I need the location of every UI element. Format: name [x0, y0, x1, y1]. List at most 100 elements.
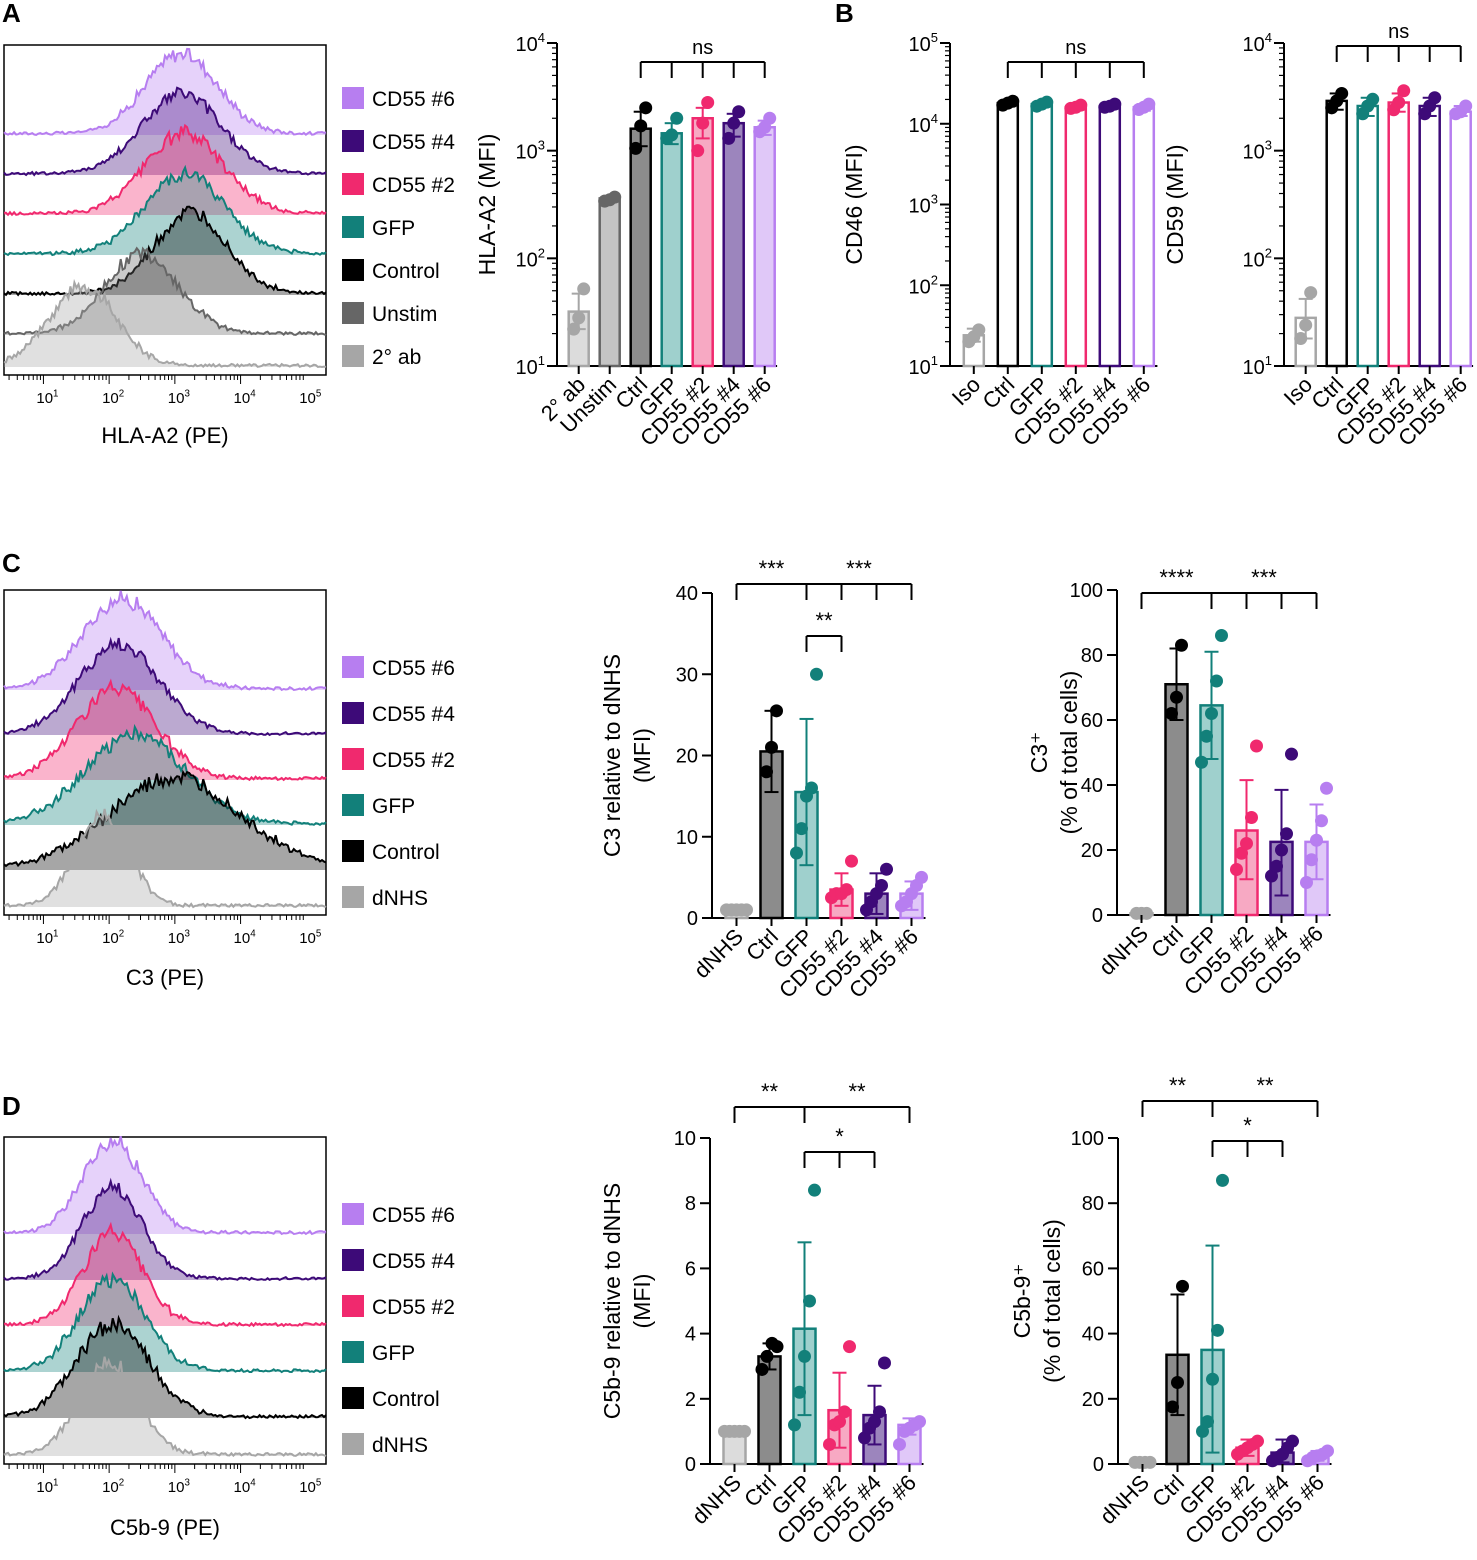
data-point — [722, 131, 736, 145]
legend-label: CD55 #4 — [372, 131, 455, 154]
hist-fill-5 — [4, 809, 326, 907]
legend-swatch — [342, 302, 364, 324]
data-point — [577, 282, 591, 296]
legend-swatch — [342, 130, 364, 152]
data-point — [1428, 91, 1442, 105]
hist-line-4 — [3, 769, 327, 868]
sig-label: ** — [1169, 1073, 1187, 1098]
bar — [1418, 104, 1441, 368]
y-axis-label-2: (MFI) — [629, 1274, 655, 1329]
y-tick-label: 40 — [676, 583, 698, 605]
panel-label-C: C — [2, 548, 21, 578]
data-point — [808, 1183, 821, 1197]
legend-swatch — [342, 216, 364, 238]
data-point — [1176, 1279, 1189, 1293]
legend-label: CD55 #2 — [372, 1296, 455, 1319]
data-point — [755, 1362, 769, 1376]
data-point — [880, 862, 893, 876]
x-tick-label: 105 — [299, 388, 322, 407]
data-point — [845, 854, 858, 868]
hist-fill-0 — [4, 48, 326, 135]
y-tick-label: 103 — [1243, 138, 1272, 164]
hist-fill-3 — [4, 1274, 326, 1372]
data-point — [790, 846, 803, 860]
data-point — [1143, 1455, 1157, 1469]
y-axis-label: C5b-9 relative to dNHS — [599, 1183, 625, 1420]
data-point — [868, 1415, 881, 1429]
legend-label: CD55 #6 — [372, 657, 455, 680]
legend-swatch — [342, 1295, 364, 1317]
hist-fill-1 — [4, 87, 326, 175]
x-tick-label: 103 — [168, 928, 190, 947]
data-point — [795, 822, 808, 836]
y-tick-label: 0 — [1093, 1454, 1104, 1476]
y-tick-label: 20 — [676, 746, 698, 768]
hist-line-4 — [3, 1314, 327, 1420]
data-point — [1285, 747, 1298, 761]
data-point — [1006, 94, 1020, 108]
data-point — [1321, 1444, 1334, 1458]
hist-line-3 — [3, 1271, 327, 1374]
sig-label: ** — [815, 608, 833, 633]
data-point — [1140, 906, 1153, 920]
data-point — [760, 765, 773, 779]
data-point — [696, 116, 710, 130]
x-tick-label: 103 — [168, 388, 190, 407]
sig-label: * — [835, 1124, 844, 1149]
data-point — [770, 1340, 784, 1354]
data-point — [639, 101, 653, 115]
y-axis-label: C3 relative to dNHS — [599, 654, 625, 857]
hist-fill-4 — [4, 1318, 326, 1418]
data-point — [838, 1405, 851, 1419]
x-tick-label: dNHS — [689, 924, 748, 983]
data-point — [1310, 833, 1323, 847]
x-tick-label: 104 — [234, 928, 257, 947]
y-tick-label: 0 — [1092, 905, 1103, 927]
legend-swatch — [342, 840, 364, 862]
data-point — [760, 1349, 774, 1363]
data-point — [798, 1349, 811, 1363]
hist-line-3 — [3, 723, 327, 826]
x-axis-label: C5b-9 (PE) — [110, 1515, 220, 1540]
data-point — [875, 879, 888, 892]
y-tick-label: 103 — [516, 138, 545, 164]
legend-label: dNHS — [372, 887, 428, 910]
data-point — [1040, 95, 1054, 109]
x-tick-label: dNHS — [687, 1470, 746, 1529]
data-point — [1299, 318, 1313, 332]
hist-line-2 — [4, 123, 327, 217]
data-point — [1286, 1434, 1299, 1448]
x-tick-label: 105 — [299, 928, 322, 947]
data-point — [1195, 755, 1208, 769]
bar — [598, 197, 621, 368]
hist-line-6 — [3, 278, 327, 369]
data-point — [1235, 846, 1248, 860]
bar — [1325, 99, 1348, 368]
bar — [1132, 106, 1156, 368]
legend-label: GFP — [372, 795, 415, 818]
hist-line-2 — [4, 1221, 327, 1328]
data-point — [1200, 729, 1213, 743]
data-point — [1205, 707, 1218, 720]
data-point — [740, 903, 753, 917]
legend-swatch — [342, 1249, 364, 1271]
y-tick-label: 104 — [909, 111, 938, 137]
legend-swatch — [342, 173, 364, 195]
legend-label: GFP — [372, 217, 415, 240]
hist-fill-3 — [4, 727, 326, 825]
legend-label: CD55 #4 — [372, 703, 455, 726]
bar — [1449, 110, 1472, 368]
data-point — [1206, 1372, 1219, 1386]
data-point — [1459, 99, 1473, 113]
bar — [1064, 106, 1088, 368]
data-point — [763, 111, 777, 125]
data-point — [858, 1431, 871, 1445]
y-axis-label-2: (% of total cells) — [1039, 1219, 1065, 1383]
hist-fill-3 — [4, 167, 326, 255]
y-axis-label-2: (MFI) — [629, 728, 655, 783]
hist-fill-1 — [4, 1181, 326, 1280]
hist-line-4 — [3, 205, 327, 297]
data-point — [1294, 332, 1308, 346]
y-tick-label: 4 — [685, 1324, 696, 1346]
legend-swatch — [342, 794, 364, 816]
